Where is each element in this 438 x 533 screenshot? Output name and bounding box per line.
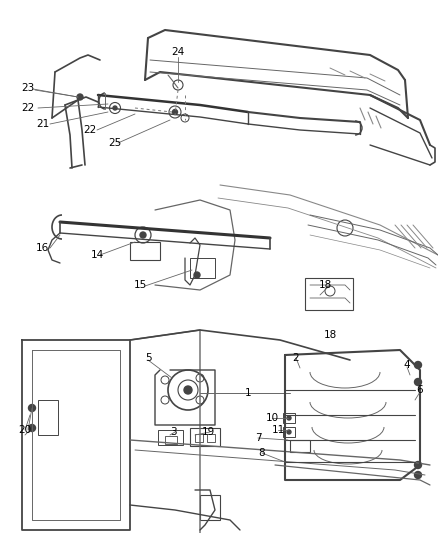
Text: 4: 4	[404, 360, 410, 370]
Bar	[130, 242, 160, 260]
Bar	[283, 427, 295, 437]
Text: 7: 7	[254, 433, 261, 443]
Text: 25: 25	[108, 138, 122, 148]
Bar	[38, 400, 58, 435]
Text: 21: 21	[36, 119, 49, 129]
Bar	[207, 434, 215, 442]
Text: 1: 1	[245, 388, 251, 398]
Text: 8: 8	[259, 448, 265, 458]
Text: 22: 22	[21, 103, 35, 113]
Bar	[158, 430, 183, 445]
Text: 6: 6	[417, 385, 423, 395]
Bar	[195, 434, 203, 442]
Circle shape	[287, 416, 291, 420]
Text: 5: 5	[145, 353, 151, 363]
Bar	[190, 258, 215, 278]
Bar	[200, 495, 220, 520]
Bar	[283, 413, 295, 423]
Circle shape	[184, 386, 192, 394]
Circle shape	[414, 462, 421, 469]
Text: 2: 2	[293, 353, 299, 363]
Circle shape	[173, 109, 177, 115]
Bar	[190, 428, 220, 446]
Circle shape	[77, 94, 83, 100]
Text: 20: 20	[18, 425, 32, 435]
Text: 16: 16	[35, 243, 49, 253]
Text: 23: 23	[21, 83, 35, 93]
Text: 14: 14	[90, 250, 104, 260]
Text: 15: 15	[134, 280, 147, 290]
Circle shape	[28, 405, 35, 411]
Bar	[165, 436, 177, 444]
Circle shape	[414, 378, 421, 385]
Text: 18: 18	[318, 280, 332, 290]
Text: 3: 3	[170, 427, 177, 437]
Bar	[305, 278, 353, 310]
Circle shape	[287, 430, 291, 434]
Bar	[290, 440, 310, 452]
Text: 19: 19	[201, 427, 215, 437]
Circle shape	[113, 106, 117, 110]
Text: 22: 22	[83, 125, 97, 135]
Circle shape	[140, 232, 146, 238]
Circle shape	[414, 361, 421, 368]
Text: 24: 24	[171, 47, 185, 57]
Circle shape	[194, 272, 200, 278]
Text: 10: 10	[265, 413, 279, 423]
Circle shape	[414, 472, 421, 479]
Text: 11: 11	[272, 425, 285, 435]
Circle shape	[28, 424, 35, 432]
Text: 18: 18	[323, 330, 337, 340]
